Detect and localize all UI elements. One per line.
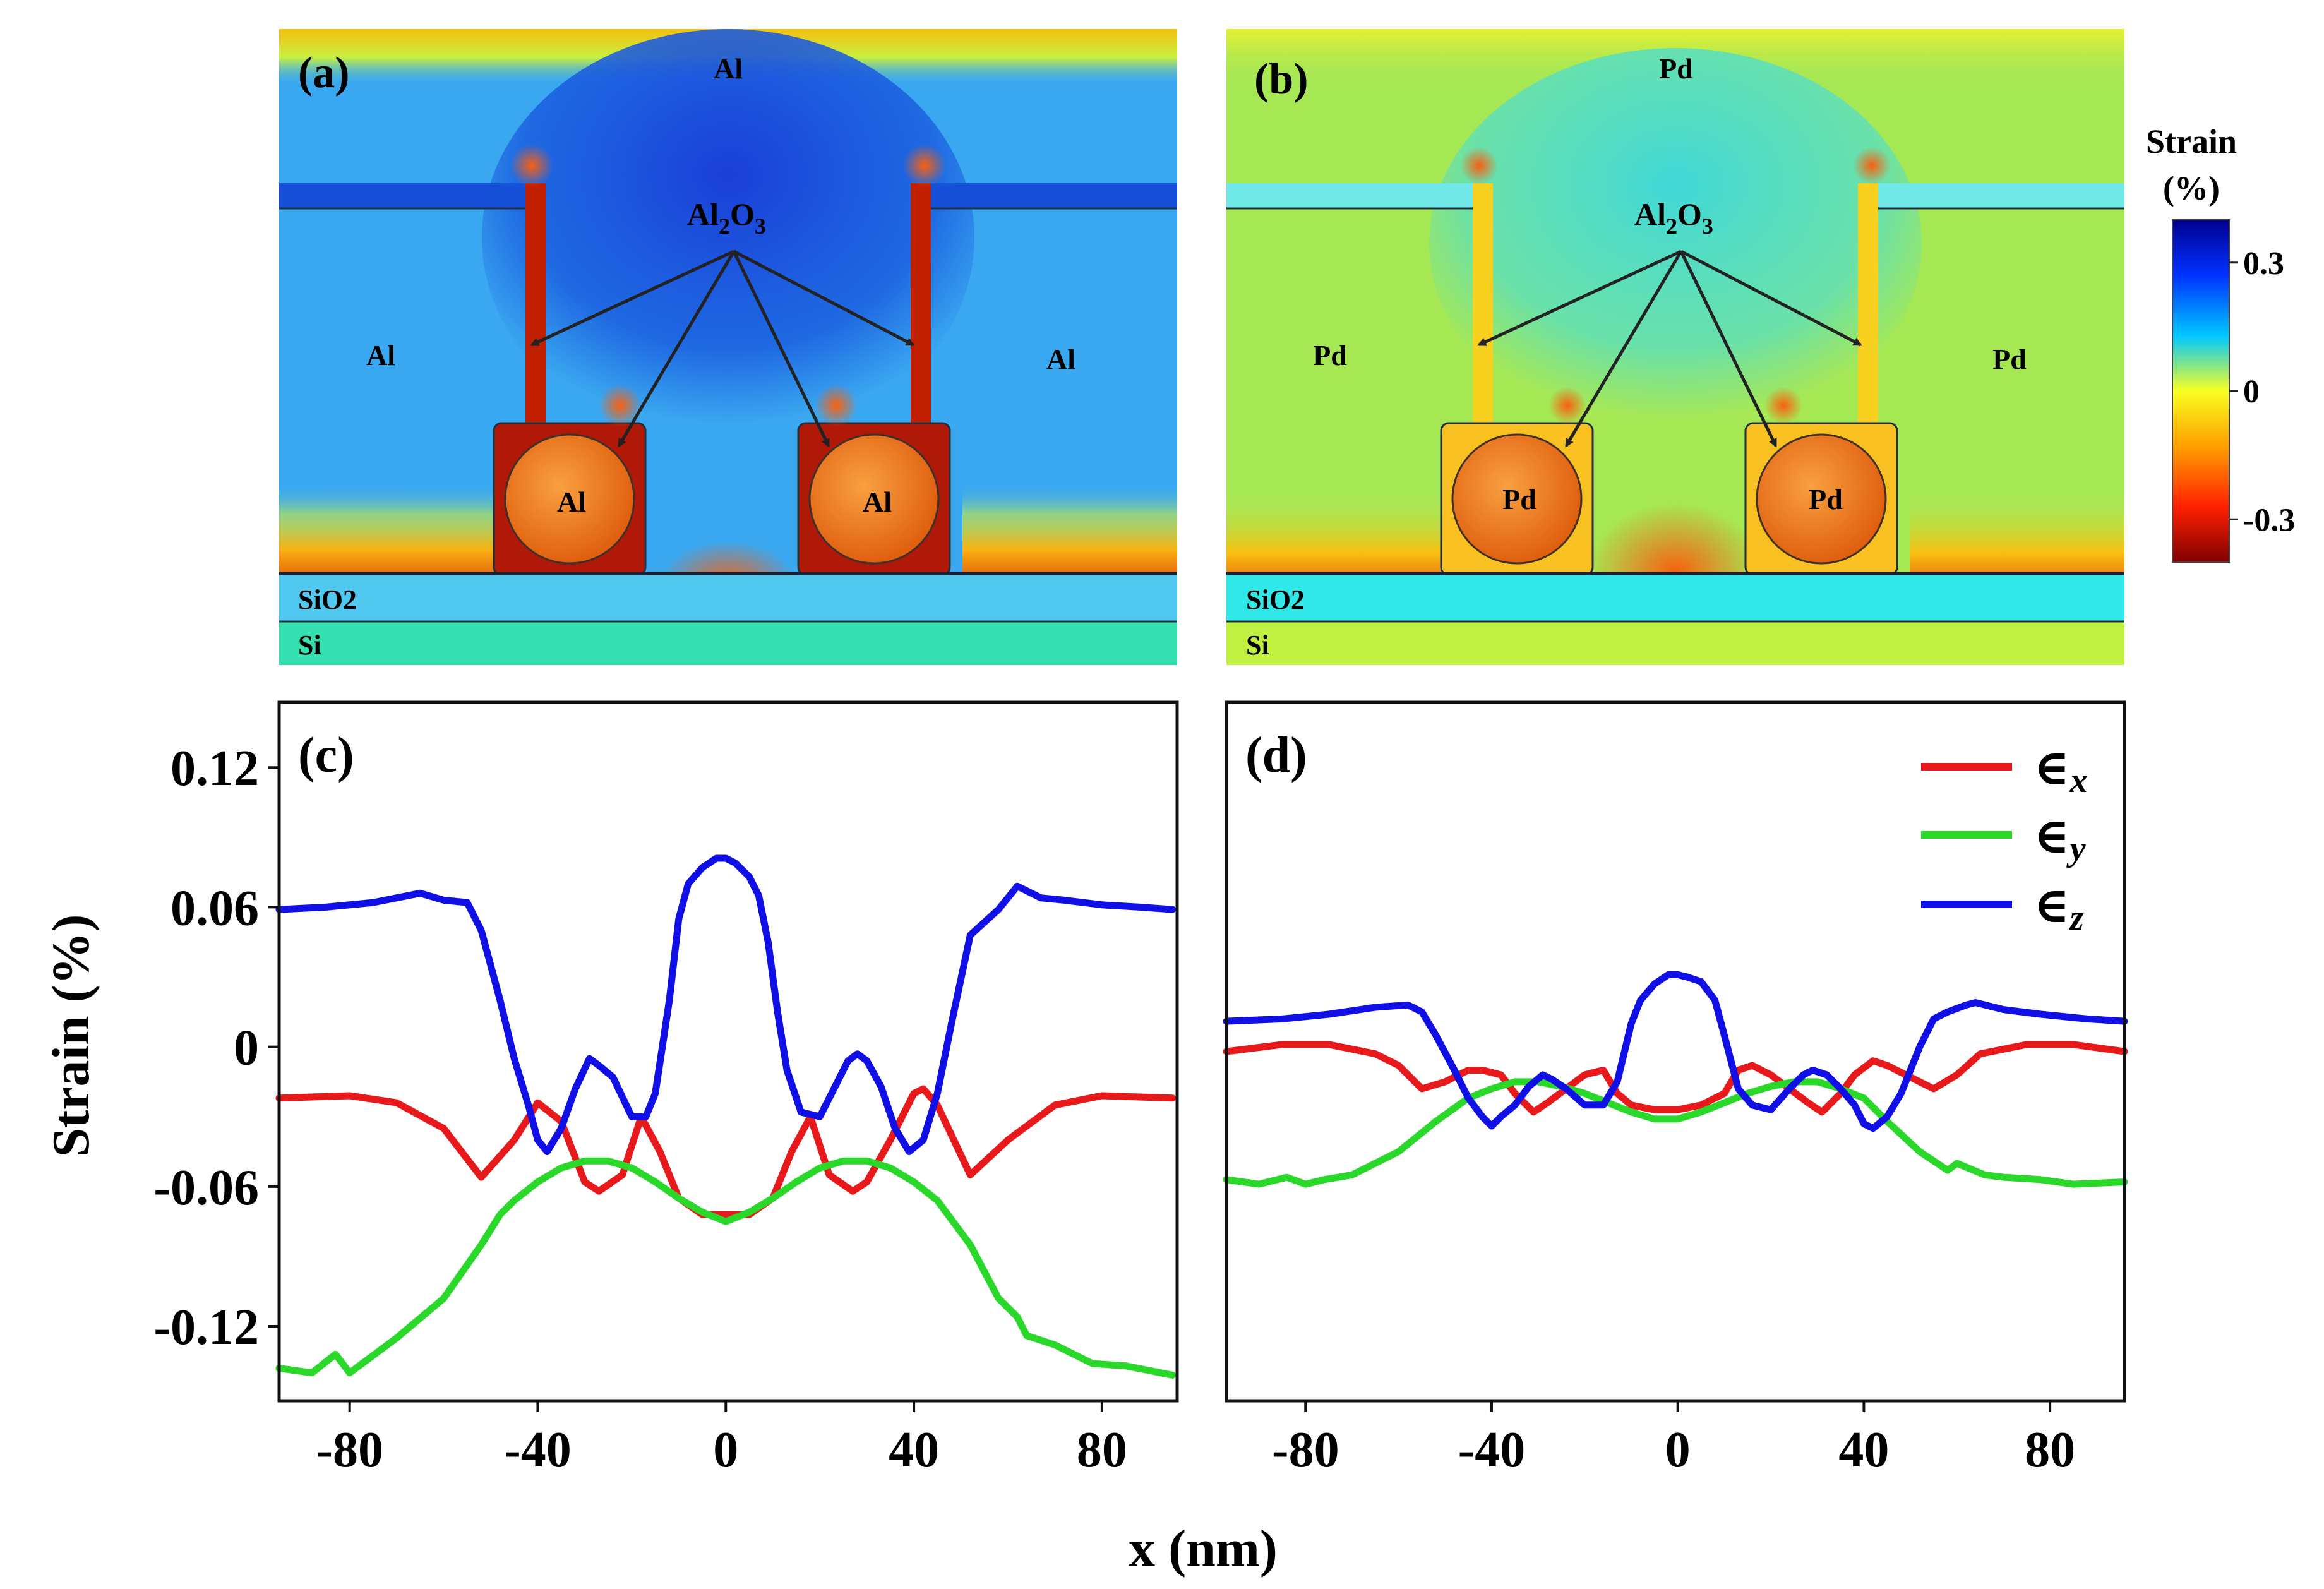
map-b-hotspot: [1853, 147, 1891, 184]
map-a-si-layer: [279, 621, 1177, 665]
colorbar-tick-label: 0: [2243, 374, 2260, 410]
map-a-hotspot: [599, 384, 642, 427]
colorbar-ticks: 0.3 0 -0.3: [2229, 246, 2295, 538]
map-a-hotspot: [903, 144, 946, 187]
map-b-si-label: Si: [1246, 630, 1269, 661]
map-a-hotspot: [815, 384, 858, 427]
panel-label-d: (d): [1245, 728, 1307, 783]
panel-label-a: (a): [298, 49, 350, 97]
map-b-left-label: Pd: [1313, 339, 1347, 371]
map-b-right-label: Pd: [1992, 343, 2027, 375]
map-b-sio2-label: SiO2: [1246, 584, 1305, 615]
map-a-wire-left-label: Al: [557, 486, 586, 518]
x-axis-title: x (nm): [1129, 1520, 1278, 1578]
map-a-left-pillar: [525, 183, 546, 451]
y-tick-label: 0.06: [171, 880, 259, 936]
map-a-oxide-label: Al2O3: [687, 196, 766, 239]
map-b-sio2-layer: [1226, 573, 2124, 621]
map-a-right-pillar: [911, 183, 931, 451]
map-a-wire-right-label: Al: [863, 486, 892, 518]
map-b-hotspot: [1460, 147, 1498, 184]
colorbar-tick-label: -0.3: [2243, 502, 2295, 538]
series-line-ey: [1223, 1078, 2128, 1188]
map-b-left-pillar: [1473, 183, 1493, 451]
legend-label-ey: ∈y: [2033, 808, 2087, 868]
map-b-wire-right-label: Pd: [1809, 483, 1843, 515]
map-a-right-label: Al: [1046, 343, 1075, 375]
map-a-left-layer: [279, 183, 525, 208]
plot-frame: [1225, 700, 2126, 1403]
x-tick-label: 80: [2025, 1422, 2075, 1478]
x-tick-label: -80: [1272, 1422, 1339, 1478]
series-line-ex: [1223, 1041, 2128, 1116]
line-chart-d: -80 -40 0 40 80 (d): [1223, 700, 2128, 1478]
line-chart-c: -80 -40 0 40 80 0.12 0.06 0 -0.06 -0.12 (c): [153, 700, 1179, 1478]
x-tick-label: 80: [1077, 1422, 1127, 1478]
map-b-hotspot: [1548, 387, 1586, 424]
panel-label-c: (c): [298, 728, 354, 783]
legend-label-ex: ∈x: [2033, 740, 2088, 800]
map-b-wire-left-label: Pd: [1502, 483, 1536, 515]
y-tick-label: 0: [234, 1021, 259, 1076]
colorbar-gradient: [2172, 219, 2230, 563]
map-a-arrows: [530, 249, 915, 448]
legend-label-ez: ∈z: [2033, 878, 2084, 938]
y-tick-label: 0.12: [171, 741, 259, 796]
x-tick-label: 40: [1838, 1422, 1889, 1478]
series-line-ez: [275, 854, 1177, 1155]
map-b-hotspot: [1764, 387, 1802, 424]
series-line-ez: [1223, 971, 2128, 1132]
map-a-left-label: Al: [366, 339, 395, 371]
series-line-ex: [275, 1085, 1177, 1218]
x-tick-label: -80: [316, 1422, 383, 1478]
map-a-right-wire: [808, 433, 940, 565]
map-b-arrows: [1477, 249, 1862, 448]
x-tick-label: -40: [504, 1422, 572, 1478]
colorbar-tick-label: 0.3: [2243, 246, 2284, 282]
colorbar-unit: (%): [2163, 169, 2220, 207]
map-a-labels: (a) Al Al Al Al Al Al2O3 SiO2 Si: [298, 49, 1075, 661]
map-a-sio2-label: SiO2: [298, 584, 357, 615]
map-a-right-layer: [931, 183, 1177, 208]
map-a-left-wire: [504, 433, 635, 565]
map-b-left-layer: [1226, 183, 1473, 208]
panel-label-b: (b): [1254, 55, 1309, 104]
map-b-right-pillar: [1858, 183, 1878, 451]
map-a-top-label: Al: [714, 52, 743, 85]
x-tick-label: 0: [1665, 1422, 1691, 1478]
map-b-right-layer: [1878, 183, 2124, 208]
colorbar: Strain (%) 0.3 0 -0.3: [2146, 123, 2295, 563]
y-tick-label: -0.06: [153, 1160, 259, 1216]
plot-frame: [277, 700, 1179, 1403]
map-a-sio2-layer: [279, 573, 1177, 621]
strain-map-panel-a: [279, 29, 1177, 665]
map-b-center-region: [1429, 48, 1922, 440]
map-b-top-label: Pd: [1659, 52, 1693, 85]
map-b-left-wire: [1451, 433, 1583, 565]
map-a-hotspot: [510, 144, 553, 187]
y-axis-title: Strain (%): [42, 914, 100, 1158]
map-a-center-region: [482, 29, 974, 446]
legend: ∈x ∈y ∈z: [1921, 740, 2088, 938]
colorbar-title: Strain: [2146, 123, 2237, 160]
map-b-labels: (b) Pd Pd Pd Pd Pd Al2O3 SiO2 Si: [1246, 52, 2027, 661]
x-tick-label: 0: [713, 1422, 738, 1478]
map-b-si-layer: [1226, 621, 2124, 665]
x-tick-label: -40: [1458, 1422, 1526, 1478]
series-line-ey: [275, 1157, 1177, 1379]
map-a-si-label: Si: [298, 630, 321, 661]
map-b-right-wire: [1756, 433, 1887, 565]
y-tick-label: -0.12: [153, 1300, 259, 1355]
strain-map-panel-b: [1226, 29, 2124, 665]
map-b-oxide-label: Al2O3: [1634, 196, 1713, 239]
x-tick-label: 40: [889, 1422, 939, 1478]
